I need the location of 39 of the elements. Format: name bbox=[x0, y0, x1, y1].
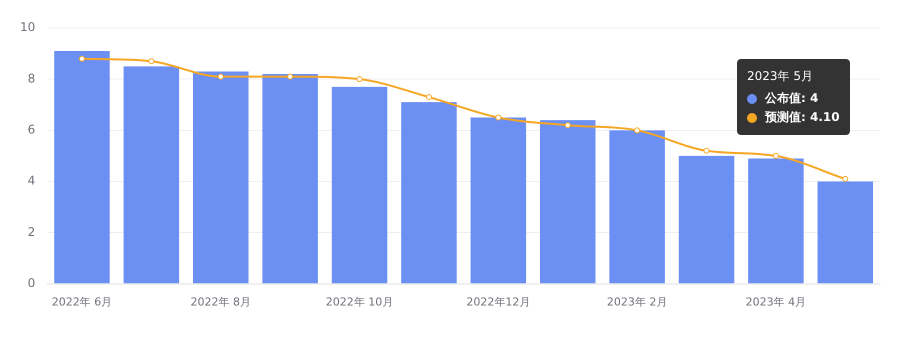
bar bbox=[401, 102, 457, 284]
bar bbox=[193, 71, 249, 284]
y-tick-label: 10 bbox=[20, 20, 36, 34]
point bbox=[704, 148, 710, 154]
bar bbox=[609, 130, 665, 284]
x-tick-label: 2022年 10月 bbox=[326, 295, 394, 308]
point bbox=[772, 152, 779, 159]
bar bbox=[124, 66, 180, 284]
bar bbox=[54, 51, 110, 284]
bar bbox=[540, 120, 596, 284]
point bbox=[78, 56, 85, 62]
annotation: 预测值: 4.10 bbox=[765, 109, 840, 126]
point bbox=[564, 122, 571, 128]
point bbox=[842, 176, 848, 182]
y-tick-label: 6 bbox=[28, 122, 36, 136]
y-tick-label: 4 bbox=[28, 174, 36, 188]
point bbox=[287, 74, 294, 80]
point bbox=[634, 127, 640, 134]
y-tick-label: 2 bbox=[28, 224, 36, 239]
x-tick-label: 2022年12月 bbox=[466, 295, 530, 308]
y-tick-label: 0 bbox=[28, 276, 36, 290]
bar bbox=[748, 158, 804, 284]
point bbox=[495, 114, 502, 121]
point bbox=[426, 94, 432, 100]
bar bbox=[470, 118, 526, 284]
annotation: 2023年 5月 bbox=[747, 68, 814, 85]
point bbox=[218, 74, 224, 80]
bar bbox=[332, 86, 388, 284]
bar bbox=[262, 74, 318, 284]
y-tick-label: 8 bbox=[28, 71, 36, 86]
annotation: 公布值: 4 bbox=[765, 90, 818, 107]
bar bbox=[678, 156, 734, 284]
x-tick-label: 2022年 6月 bbox=[52, 295, 112, 308]
bar bbox=[818, 181, 874, 284]
x-tick-label: 2022年 8月 bbox=[190, 295, 252, 308]
x-tick-label: 2023年 4月 bbox=[746, 295, 806, 308]
x-tick-label: 2023年 2月 bbox=[606, 295, 668, 308]
point bbox=[356, 76, 363, 82]
point bbox=[148, 58, 154, 64]
